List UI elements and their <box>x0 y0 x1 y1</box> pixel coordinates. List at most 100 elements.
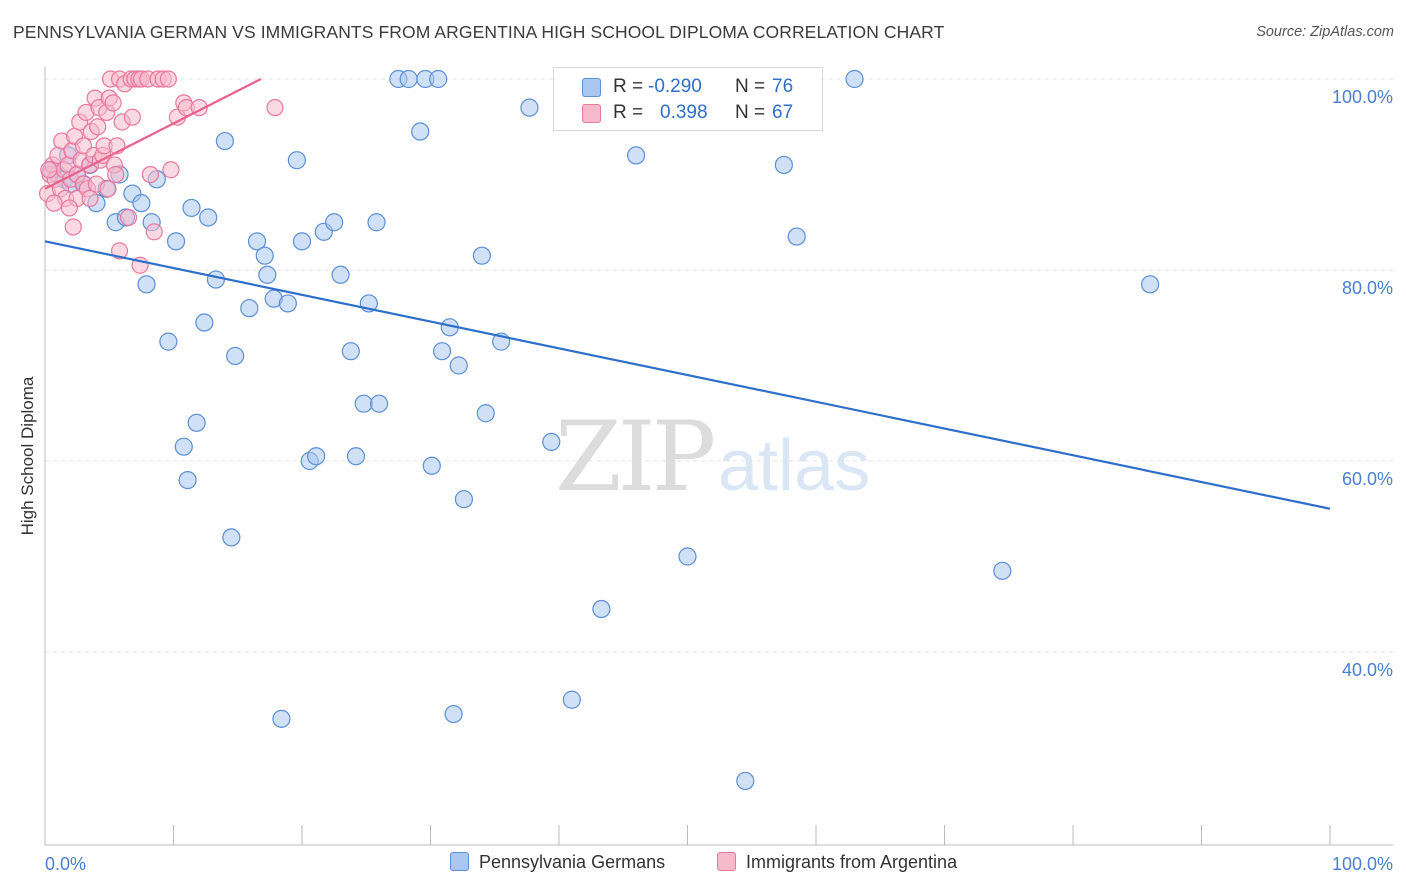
legend-row-pink: R = 0.398 N = 67 <box>554 100 822 126</box>
data-point <box>678 547 697 566</box>
data-point <box>292 232 312 251</box>
y-tick-label: 60.0% <box>1342 469 1393 489</box>
data-point <box>45 194 63 212</box>
bottom-legend-swatch-blue <box>450 852 469 871</box>
tick-labels: 100.0% 80.0% 60.0% 40.0% 0.0% 100.0% <box>45 87 1393 874</box>
data-point <box>422 456 441 475</box>
data-point <box>137 275 156 294</box>
data-point <box>325 213 344 232</box>
data-point <box>542 432 561 451</box>
legend-n-value: 76 <box>772 76 794 97</box>
data-point <box>195 313 214 332</box>
data-point <box>399 69 418 89</box>
data-point <box>476 404 495 423</box>
data-point <box>626 146 646 165</box>
data-point <box>178 471 197 490</box>
watermark-zip: ZIP <box>555 401 714 513</box>
bottom-legend-label-pink: Immigrants from Argentina <box>746 852 958 872</box>
legend-row-blue: R = -0.290 N = 76 <box>554 74 822 100</box>
data-point <box>159 332 178 351</box>
data-point <box>429 69 448 89</box>
y-tick-label: 80.0% <box>1342 278 1393 298</box>
bottom-legend-pink: Immigrants from Argentina <box>717 852 957 873</box>
data-point <box>307 447 326 466</box>
data-point <box>367 213 386 232</box>
trendlines <box>44 78 1331 510</box>
legend-n-label: N = <box>735 76 766 97</box>
data-point <box>287 151 306 170</box>
data-point <box>247 232 267 251</box>
legend-r-label: R = <box>613 102 644 123</box>
data-point <box>592 599 611 619</box>
data-point <box>159 70 177 88</box>
data-point <box>272 709 291 728</box>
data-point <box>123 108 141 126</box>
source-label: Source: ZipAtlas.com <box>1256 24 1394 40</box>
data-point <box>110 242 129 260</box>
legend-n-label: N = <box>735 102 766 123</box>
data-point <box>187 413 206 432</box>
data-point <box>40 161 58 179</box>
data-point <box>60 199 79 217</box>
y-tick-label: 40.0% <box>1342 660 1393 680</box>
data-point <box>104 94 122 112</box>
watermark-atlas: atlas <box>718 426 870 506</box>
data-point <box>174 437 193 456</box>
data-point <box>993 561 1012 580</box>
data-point <box>222 528 241 547</box>
legend-n-value: 67 <box>772 102 794 123</box>
data-point <box>354 394 373 413</box>
data-point <box>132 194 151 213</box>
data-point <box>199 208 218 227</box>
data-point <box>454 490 474 509</box>
data-point <box>370 394 389 413</box>
data-point <box>226 346 245 366</box>
legend-r-value: 0.398 <box>660 102 708 123</box>
data-point <box>787 227 806 246</box>
x-tick-label: 0.0% <box>45 854 86 874</box>
data-point <box>444 704 463 724</box>
series-immigrants-argentina <box>38 70 284 274</box>
data-point <box>331 265 350 284</box>
bottom-legend-blue: Pennsylvania Germans <box>450 852 665 873</box>
correlation-legend: R = -0.290 N = 76 R = 0.398 N = 67 <box>553 67 823 131</box>
data-point <box>266 99 284 117</box>
data-point <box>258 265 277 284</box>
legend-swatch-blue <box>582 78 601 97</box>
data-point <box>240 299 259 318</box>
data-point <box>255 246 274 265</box>
data-point <box>206 270 226 289</box>
data-point <box>89 118 107 136</box>
data-point <box>341 342 360 361</box>
data-point <box>141 165 159 184</box>
data-point <box>119 208 138 227</box>
bottom-legend-label-blue: Pennsylvania Germans <box>479 852 666 872</box>
data-point <box>107 165 125 184</box>
x-tick-label: 100.0% <box>1332 854 1393 874</box>
trendline-blue <box>44 240 1331 510</box>
data-point <box>1140 275 1160 294</box>
gridlines <box>45 78 1393 653</box>
data-point <box>215 131 234 151</box>
chart-title: PENNSYLVANIA GERMAN VS IMMIGRANTS FROM A… <box>13 22 945 42</box>
y-tick-label: 100.0% <box>1332 87 1393 107</box>
data-point <box>81 189 99 207</box>
data-point <box>845 69 864 89</box>
data-point <box>774 155 793 175</box>
legend-r-value: -0.290 <box>648 76 702 97</box>
data-point <box>278 294 297 313</box>
legend-r-label: R = <box>613 76 644 97</box>
data-point <box>346 447 366 466</box>
data-point <box>145 223 163 241</box>
data-point <box>736 771 755 791</box>
data-point <box>520 98 539 117</box>
data-point <box>166 232 186 251</box>
axes <box>44 67 1393 846</box>
data-point <box>411 122 430 141</box>
data-point <box>99 180 117 198</box>
data-point <box>432 342 452 361</box>
trendline-pink <box>44 78 262 190</box>
legend-swatch-pink <box>582 104 601 123</box>
data-point <box>162 161 180 179</box>
